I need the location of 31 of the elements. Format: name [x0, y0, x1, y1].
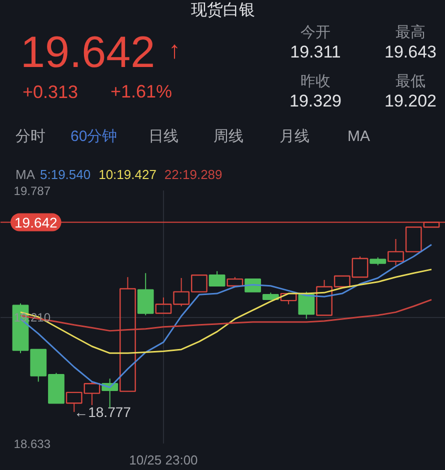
text: ↑	[168, 37, 180, 64]
text: 19.202	[384, 92, 436, 110]
text: 分时	[16, 128, 46, 145]
text: 19.329	[290, 92, 342, 110]
text: 5:19.540	[40, 167, 91, 182]
y-tick-label: 18.633	[14, 437, 51, 451]
x-tick-label: 10/25 23:00	[129, 452, 198, 468]
text: 最高	[396, 24, 426, 41]
y-tick-label: 19.787	[14, 184, 51, 198]
y-tick-label: 19.210	[14, 310, 51, 324]
text: +0.313	[22, 82, 78, 102]
candlestick	[137, 272, 154, 316]
text: MA	[348, 128, 370, 145]
annotation: ←18.777	[74, 404, 132, 420]
text: 22:19.289	[164, 167, 222, 182]
legend-title: MA	[16, 167, 36, 182]
text: +1.61%	[110, 82, 172, 102]
chart-title: 现货白银	[191, 1, 255, 19]
text: 周线	[214, 128, 244, 145]
ref-line-label: 19.642	[14, 214, 58, 230]
text: 60分钟	[70, 128, 118, 145]
text: 最低	[396, 73, 426, 90]
candlestick	[120, 276, 136, 392]
text: 昨收	[300, 73, 330, 90]
text: 今开	[300, 24, 330, 41]
text: 日线	[148, 128, 178, 145]
text: 10:19.427	[98, 167, 156, 182]
text: 19.311	[290, 42, 341, 62]
text: 19.643	[384, 42, 436, 62]
chart-subtitle: 19.642	[20, 28, 156, 77]
text: 月线	[280, 128, 310, 145]
